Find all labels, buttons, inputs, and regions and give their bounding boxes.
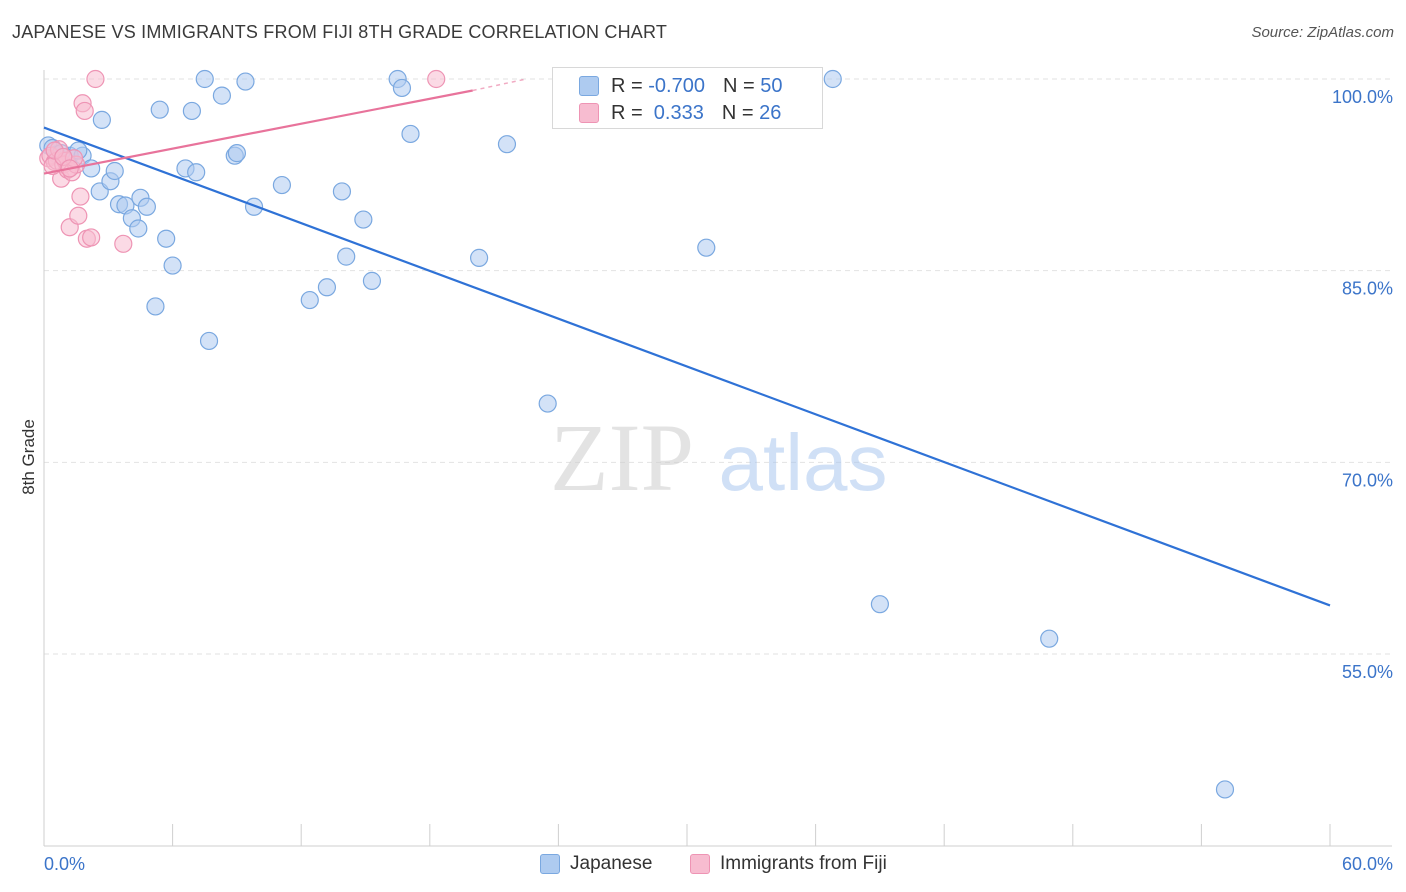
n-label: N = [721,101,760,124]
watermark-zip: ZIP [550,404,694,511]
r-value: -0.700 [648,74,705,97]
x-tick-label: 0.0% [44,854,85,874]
japanese-point [337,247,356,266]
legend-label-fiji: Immigrants from Fiji [720,853,887,874]
r-label: R = [611,101,649,124]
r-value: 0.333 [648,101,704,124]
watermark-atlas: atlas [719,418,888,507]
japanese-point [212,86,231,105]
japanese-point [199,331,219,351]
japanese-point [1040,629,1059,648]
n-value: 26 [759,101,782,124]
legend-item-fiji[interactable]: Immigrants from Fiji [690,852,887,876]
japanese-point [236,72,255,91]
tick-labels: 55.0% 70.0% 85.0% 100.0% 0.0% 60.0% [44,87,1393,874]
japanese-point [157,229,176,248]
stats-box: R = -0.700 N = 50 R = 0.333 N = 26 [552,67,823,129]
fiji-point [71,187,90,206]
x-tick-label: 60.0% [1342,854,1393,874]
trend-lines [43,78,1331,607]
japanese-point [697,238,716,257]
legend-swatch-fiji [690,854,710,874]
fiji-point [114,234,133,253]
n-label: N = [722,74,761,97]
y-tick-label: 70.0% [1342,470,1393,490]
stats-row-japanese: R = -0.700 N = 50 [553,73,782,99]
japanese-point [497,135,517,154]
japanese-point [392,78,412,98]
axes [43,70,1392,847]
grid-lines [44,78,1392,655]
stats-row-fiji: R = 0.333 N = 26 [553,100,781,126]
y-axis-label: 8th Grade [19,419,38,495]
japanese-point [538,394,557,413]
japanese-point [823,69,842,89]
japanese-point [137,197,156,216]
legend-label-japanese: Japanese [570,853,653,874]
japanese-point [272,175,292,195]
stats-swatch-fiji [579,103,599,123]
chart-title: JAPANESE VS IMMIGRANTS FROM FIJI 8TH GRA… [12,22,668,42]
japanese-point [870,595,890,614]
japanese-point [354,210,373,229]
japanese-point [227,144,246,163]
japanese-point [469,248,489,267]
fiji-point [75,101,94,121]
japanese-point [150,100,169,119]
data-points [39,69,1235,799]
fiji-point [427,69,446,89]
source-label: Source: ZipAtlas.com [1251,24,1394,41]
fiji-trendline [43,89,473,175]
japanese-point [1215,780,1235,799]
japanese-point [163,256,182,275]
fiji-trendline-extension [472,78,527,92]
stats-swatch-japanese [579,76,599,96]
y-tick-label: 100.0% [1332,87,1393,107]
legend-swatch-japanese [540,854,560,874]
japanese-point [332,182,352,201]
japanese-point [92,110,111,129]
n-value: 50 [760,74,783,97]
y-tick-label: 85.0% [1342,279,1393,299]
japanese-point [317,278,337,297]
fiji-point [82,228,101,247]
japanese-point [146,297,165,316]
japanese-point [182,101,201,121]
japanese-point [195,69,214,89]
y-tick-label: 55.0% [1342,662,1393,682]
japanese-point [129,219,148,238]
r-label: R = [611,74,649,97]
japanese-point [401,124,420,144]
legend-item-japanese[interactable]: Japanese [540,852,652,876]
fiji-point [86,69,105,89]
fiji-point [69,206,88,225]
japanese-point [300,290,319,310]
japanese-point [362,271,382,290]
japanese-point [105,161,124,181]
japanese-point [187,163,206,182]
japanese-trendline [43,126,1331,607]
